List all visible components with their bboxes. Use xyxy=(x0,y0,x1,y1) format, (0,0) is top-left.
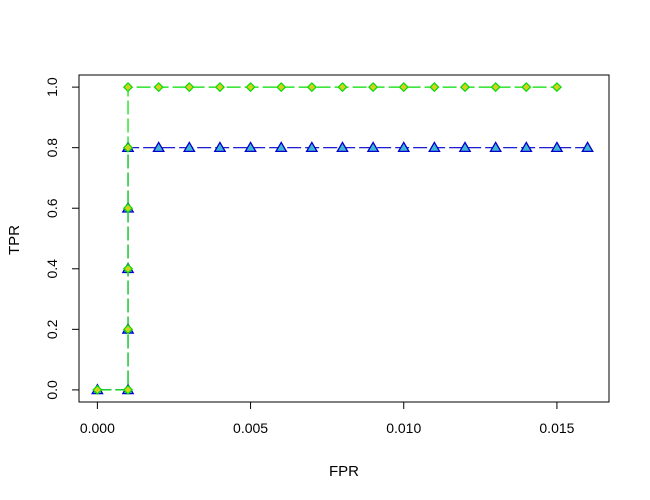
triangle-point xyxy=(581,141,594,153)
diamond-point xyxy=(122,203,134,214)
x-axis: 0.000 0.005 0.010 0.015 xyxy=(80,401,575,436)
x-tick-label: 0.000 xyxy=(80,420,115,436)
diamond-point xyxy=(398,82,409,93)
diamond-point xyxy=(214,82,225,93)
plot-area xyxy=(91,82,594,395)
diamond-point xyxy=(337,82,348,93)
diamond-point xyxy=(122,384,134,395)
diamond-point xyxy=(429,82,440,93)
series-diamond xyxy=(92,82,562,395)
diamond-point xyxy=(490,82,501,93)
diamond-point xyxy=(368,82,379,93)
diamond-point xyxy=(92,384,103,395)
diamond-point xyxy=(276,82,287,93)
triangle-point xyxy=(428,141,441,153)
y-tick-label: 0.4 xyxy=(44,259,60,279)
triangle-point xyxy=(274,141,288,153)
triangle-point xyxy=(489,141,502,153)
diamond-point xyxy=(122,324,134,335)
x-tick-label: 0.015 xyxy=(539,420,574,436)
triangle-point xyxy=(336,141,349,153)
triangle-point xyxy=(152,141,165,153)
x-tick-label: 0.010 xyxy=(386,420,421,436)
y-tick-label: 0.6 xyxy=(44,198,60,218)
diamond-point xyxy=(551,82,562,93)
diamond-point xyxy=(306,82,317,93)
triangle-point xyxy=(244,141,257,153)
series-line-diamond xyxy=(97,86,557,391)
triangle-point xyxy=(182,141,196,153)
series-line-triangle xyxy=(97,147,588,391)
diamond-point xyxy=(184,82,195,93)
x-axis-title: FPR xyxy=(329,463,359,480)
diamond-point xyxy=(153,82,164,93)
x-tick-label: 0.005 xyxy=(233,420,268,436)
triangle-point xyxy=(550,141,564,153)
diamond-point xyxy=(122,82,134,93)
diamond-point xyxy=(122,263,134,274)
triangle-point xyxy=(397,141,411,153)
triangle-point xyxy=(458,141,472,153)
triangle-point xyxy=(213,141,227,153)
y-axis: 0.0 0.2 0.4 0.6 0.8 1.0 xyxy=(44,77,80,400)
y-axis-title: TPR xyxy=(6,225,23,255)
y-tick-label: 0.2 xyxy=(44,319,60,339)
triangle-point xyxy=(366,141,380,153)
diamond-point xyxy=(521,82,532,93)
triangle-point xyxy=(305,141,319,153)
y-tick-label: 1.0 xyxy=(44,77,60,97)
diamond-point xyxy=(122,142,134,153)
y-tick-label: 0.8 xyxy=(44,138,60,158)
diamond-point xyxy=(245,82,256,93)
y-tick-label: 0.0 xyxy=(44,380,60,400)
plot-frame xyxy=(78,74,610,403)
triangle-point xyxy=(519,141,533,153)
series-triangle xyxy=(91,141,594,395)
diamond-point xyxy=(459,82,471,93)
